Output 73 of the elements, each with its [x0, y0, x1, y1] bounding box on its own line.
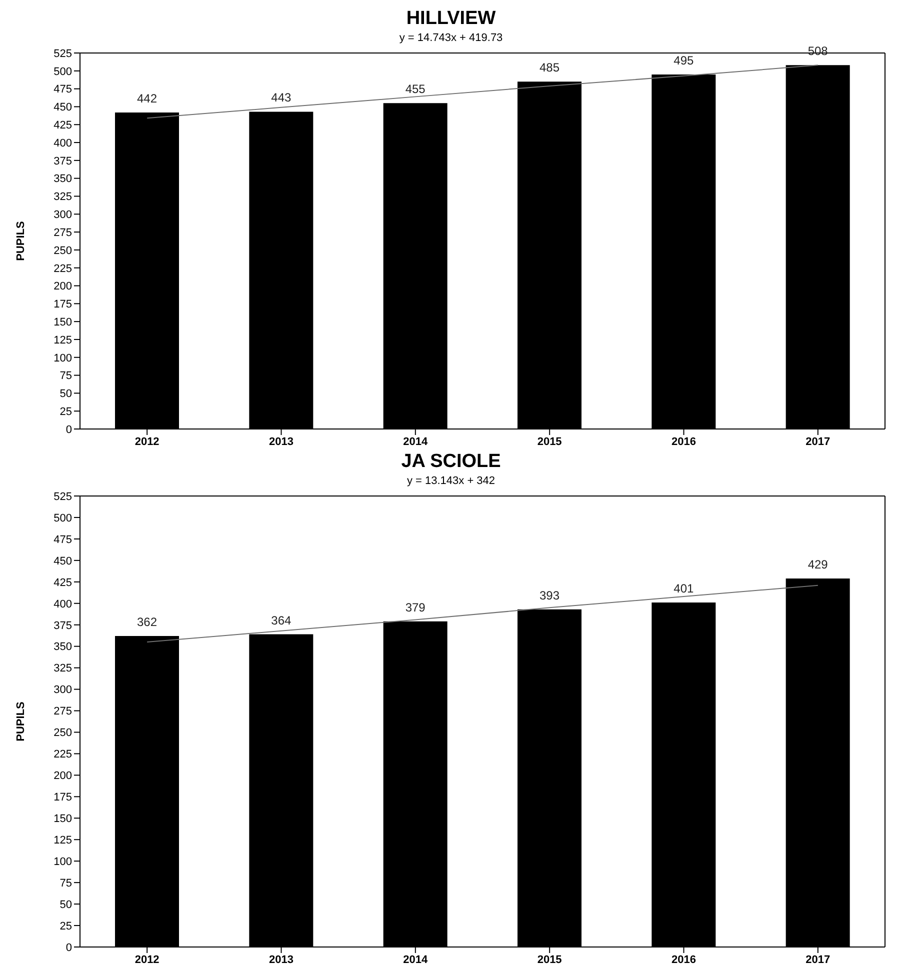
y-tick-label: 75 — [60, 877, 72, 890]
y-tick-label: 325 — [54, 662, 72, 675]
y-tick-label: 475 — [54, 84, 72, 96]
x-tick-label: 2012 — [134, 954, 160, 966]
chart-title: HILLVIEW — [405, 8, 497, 31]
data-label: 429 — [808, 557, 828, 572]
y-tick-label: 400 — [54, 598, 72, 610]
y-tick-label: 50 — [60, 898, 72, 911]
y-tick-label: 275 — [54, 706, 72, 718]
y-tick-label: 0 — [66, 424, 72, 436]
y-tick-label: 250 — [54, 244, 72, 257]
x-tick-label: 2014 — [403, 954, 429, 966]
data-label: 442 — [136, 91, 158, 106]
y-tick-label: 25 — [60, 406, 72, 418]
y-tick-label: 200 — [54, 280, 72, 293]
y-tick-label: 525 — [54, 490, 72, 503]
data-label: 455 — [405, 82, 426, 96]
y-tick-label: 375 — [54, 155, 72, 168]
y-tick-label: 225 — [54, 748, 72, 761]
x-tick-label: 2016 — [672, 954, 696, 966]
y-tick-label: 300 — [54, 209, 72, 222]
y-tick-label: 375 — [54, 620, 72, 632]
chart-title: JA SCIOLE — [400, 451, 502, 474]
x-tick-label: 2013 — [269, 954, 294, 966]
y-tick-label: 400 — [54, 137, 72, 150]
y-tick-label: 175 — [54, 298, 72, 311]
y-axis-title: PUPILS — [14, 702, 27, 742]
x-tick-label: 2017 — [806, 436, 830, 448]
x-tick-label: 2017 — [806, 954, 830, 966]
y-tick-label: 350 — [54, 641, 72, 654]
y-tick-label: 525 — [54, 48, 72, 60]
y-tick-label: 225 — [54, 262, 72, 275]
y-tick-label: 425 — [54, 576, 72, 589]
y-tick-label: 150 — [54, 316, 72, 328]
y-tick-label: 150 — [54, 813, 72, 826]
data-label: 362 — [136, 615, 158, 630]
x-tick-label: 2013 — [269, 436, 294, 448]
y-tick-label: 200 — [54, 770, 72, 782]
data-label: 495 — [674, 53, 694, 68]
chart-subtitle: y = 13.143x + 342 — [406, 475, 496, 489]
y-tick-label: 500 — [54, 512, 72, 524]
data-label: 393 — [539, 588, 560, 602]
y-tick-label: 125 — [54, 334, 72, 346]
y-tick-label: 175 — [54, 792, 72, 804]
y-tick-label: 275 — [54, 226, 72, 239]
y-tick-label: 450 — [54, 102, 72, 114]
y-tick-label: 450 — [54, 555, 72, 568]
y-tick-label: 500 — [54, 66, 72, 78]
x-tick-label: 2015 — [537, 954, 562, 966]
y-tick-label: 100 — [54, 352, 72, 364]
chart-subtitle: y = 14.743x + 419.73 — [398, 32, 504, 46]
y-tick-label: 0 — [66, 942, 72, 954]
x-tick-label: 2015 — [537, 436, 562, 448]
y-axis-title: PUPILS — [14, 221, 27, 261]
x-tick-label: 2016 — [672, 436, 696, 448]
data-label: 401 — [674, 582, 694, 596]
x-tick-label: 2014 — [403, 436, 429, 448]
y-tick-label: 75 — [60, 370, 72, 382]
y-tick-label: 250 — [54, 727, 72, 740]
y-tick-label: 350 — [54, 173, 72, 186]
y-tick-label: 50 — [60, 388, 72, 400]
y-tick-label: 300 — [54, 684, 72, 696]
y-tick-label: 475 — [54, 534, 72, 546]
y-tick-label: 125 — [54, 834, 72, 847]
data-label: 443 — [271, 90, 292, 105]
y-tick-label: 25 — [60, 920, 72, 932]
data-label: 364 — [271, 613, 292, 628]
x-tick-label: 2012 — [134, 436, 160, 448]
data-label: 485 — [539, 60, 560, 75]
data-label: 379 — [405, 600, 426, 614]
y-tick-label: 425 — [54, 120, 72, 132]
y-tick-label: 100 — [54, 856, 72, 868]
y-tick-label: 325 — [54, 191, 72, 204]
